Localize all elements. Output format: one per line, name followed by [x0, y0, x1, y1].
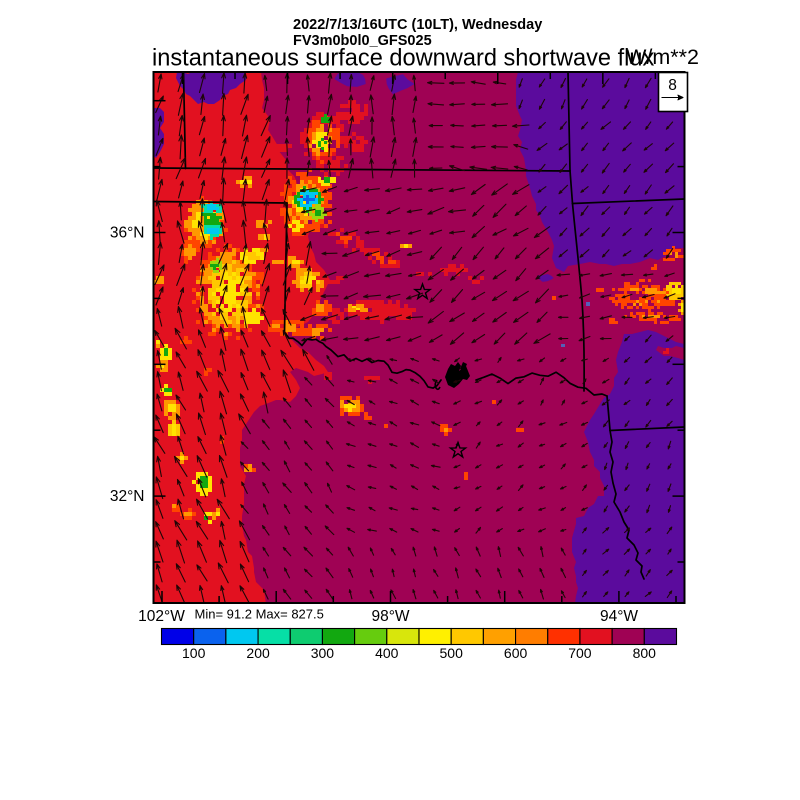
svg-text:800: 800	[633, 645, 657, 661]
svg-text:500: 500	[440, 645, 464, 661]
svg-text:2022/7/13/16UTC (10LT), Wednes: 2022/7/13/16UTC (10LT), Wednesday	[293, 17, 542, 33]
svg-text:200: 200	[246, 645, 270, 661]
svg-text:FV3m0b0l0_GFS025: FV3m0b0l0_GFS025	[293, 33, 432, 49]
svg-text:98°W: 98°W	[371, 608, 409, 625]
svg-text:instantaneous surface downward: instantaneous surface downward shortwave…	[152, 46, 655, 72]
svg-text:700: 700	[568, 645, 592, 661]
svg-text:600: 600	[504, 645, 528, 661]
svg-text:100: 100	[182, 645, 206, 661]
svg-text:102°W: 102°W	[138, 608, 185, 625]
svg-text:Min= 91.2 Max= 827.5: Min= 91.2 Max= 827.5	[195, 607, 324, 622]
svg-text:8: 8	[668, 77, 677, 94]
svg-text:36°N: 36°N	[110, 225, 145, 242]
svg-text:32°N: 32°N	[110, 488, 145, 505]
svg-text:400: 400	[375, 645, 399, 661]
svg-text:300: 300	[311, 645, 335, 661]
svg-text:W/m**2: W/m**2	[626, 45, 699, 69]
svg-text:94°W: 94°W	[600, 608, 638, 625]
